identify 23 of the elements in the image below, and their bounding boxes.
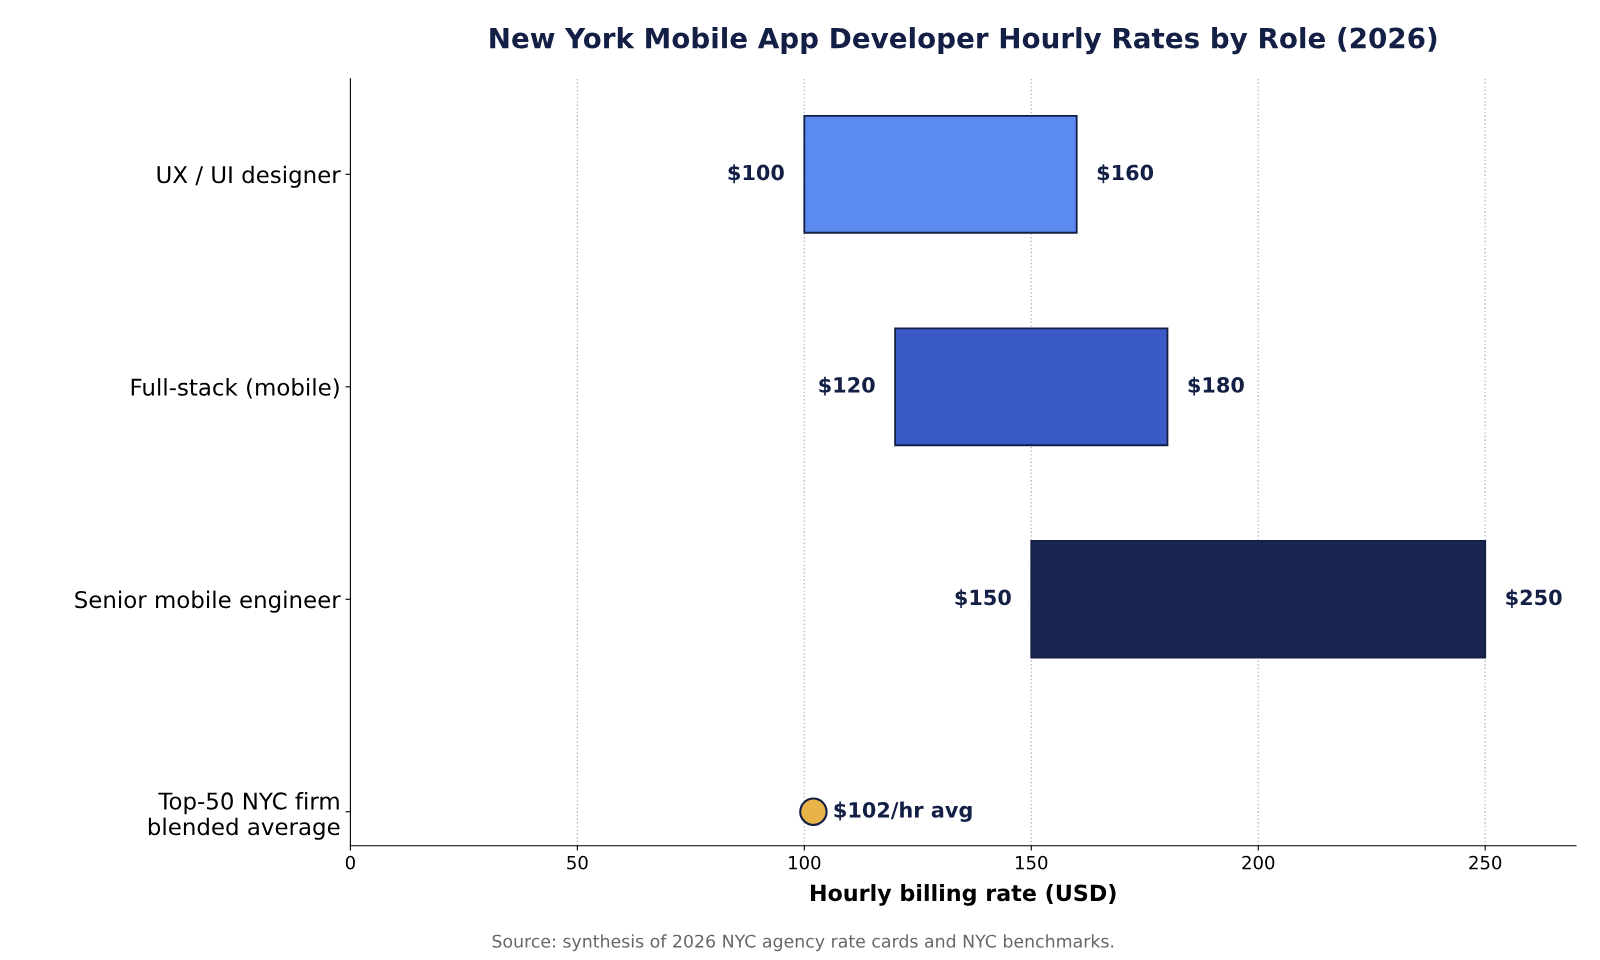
x-tick-label: 200 xyxy=(1242,855,1275,870)
x-tick-label: 0 xyxy=(345,855,355,870)
x-tick-label: 100 xyxy=(789,855,821,870)
annotation: $102/hr avg xyxy=(834,801,972,822)
y-tick-label: Top-50 NYC firm blended average xyxy=(148,791,340,840)
annotation: $100 xyxy=(728,164,784,184)
x-axis-title: Hourly billing rate (USD) xyxy=(810,884,1116,906)
bar xyxy=(803,114,1078,234)
bar xyxy=(1030,539,1487,659)
y-tick-label: UX / UI designer xyxy=(157,165,341,188)
x-tick-label: 50 xyxy=(567,855,588,870)
chart-title: New York Mobile App Developer Hourly Rates by Role (2026) xyxy=(490,27,1437,55)
annotation: $120 xyxy=(819,376,875,396)
x-tick-label: 150 xyxy=(1016,855,1048,870)
x-tick-label: 250 xyxy=(1469,855,1502,870)
annotation: $180 xyxy=(1188,376,1244,396)
source-note: Source: synthesis of 2026 NYC agency rate cards and NYC benchmarks. xyxy=(492,934,1114,952)
y-tick-label: Senior mobile engineer xyxy=(75,590,341,613)
y-tick-label: Full-stack (mobile) xyxy=(131,378,339,399)
annotation: $160 xyxy=(1097,164,1154,184)
bar xyxy=(894,327,1169,447)
annotation: $250 xyxy=(1506,589,1562,609)
annotation: $150 xyxy=(955,589,1011,609)
